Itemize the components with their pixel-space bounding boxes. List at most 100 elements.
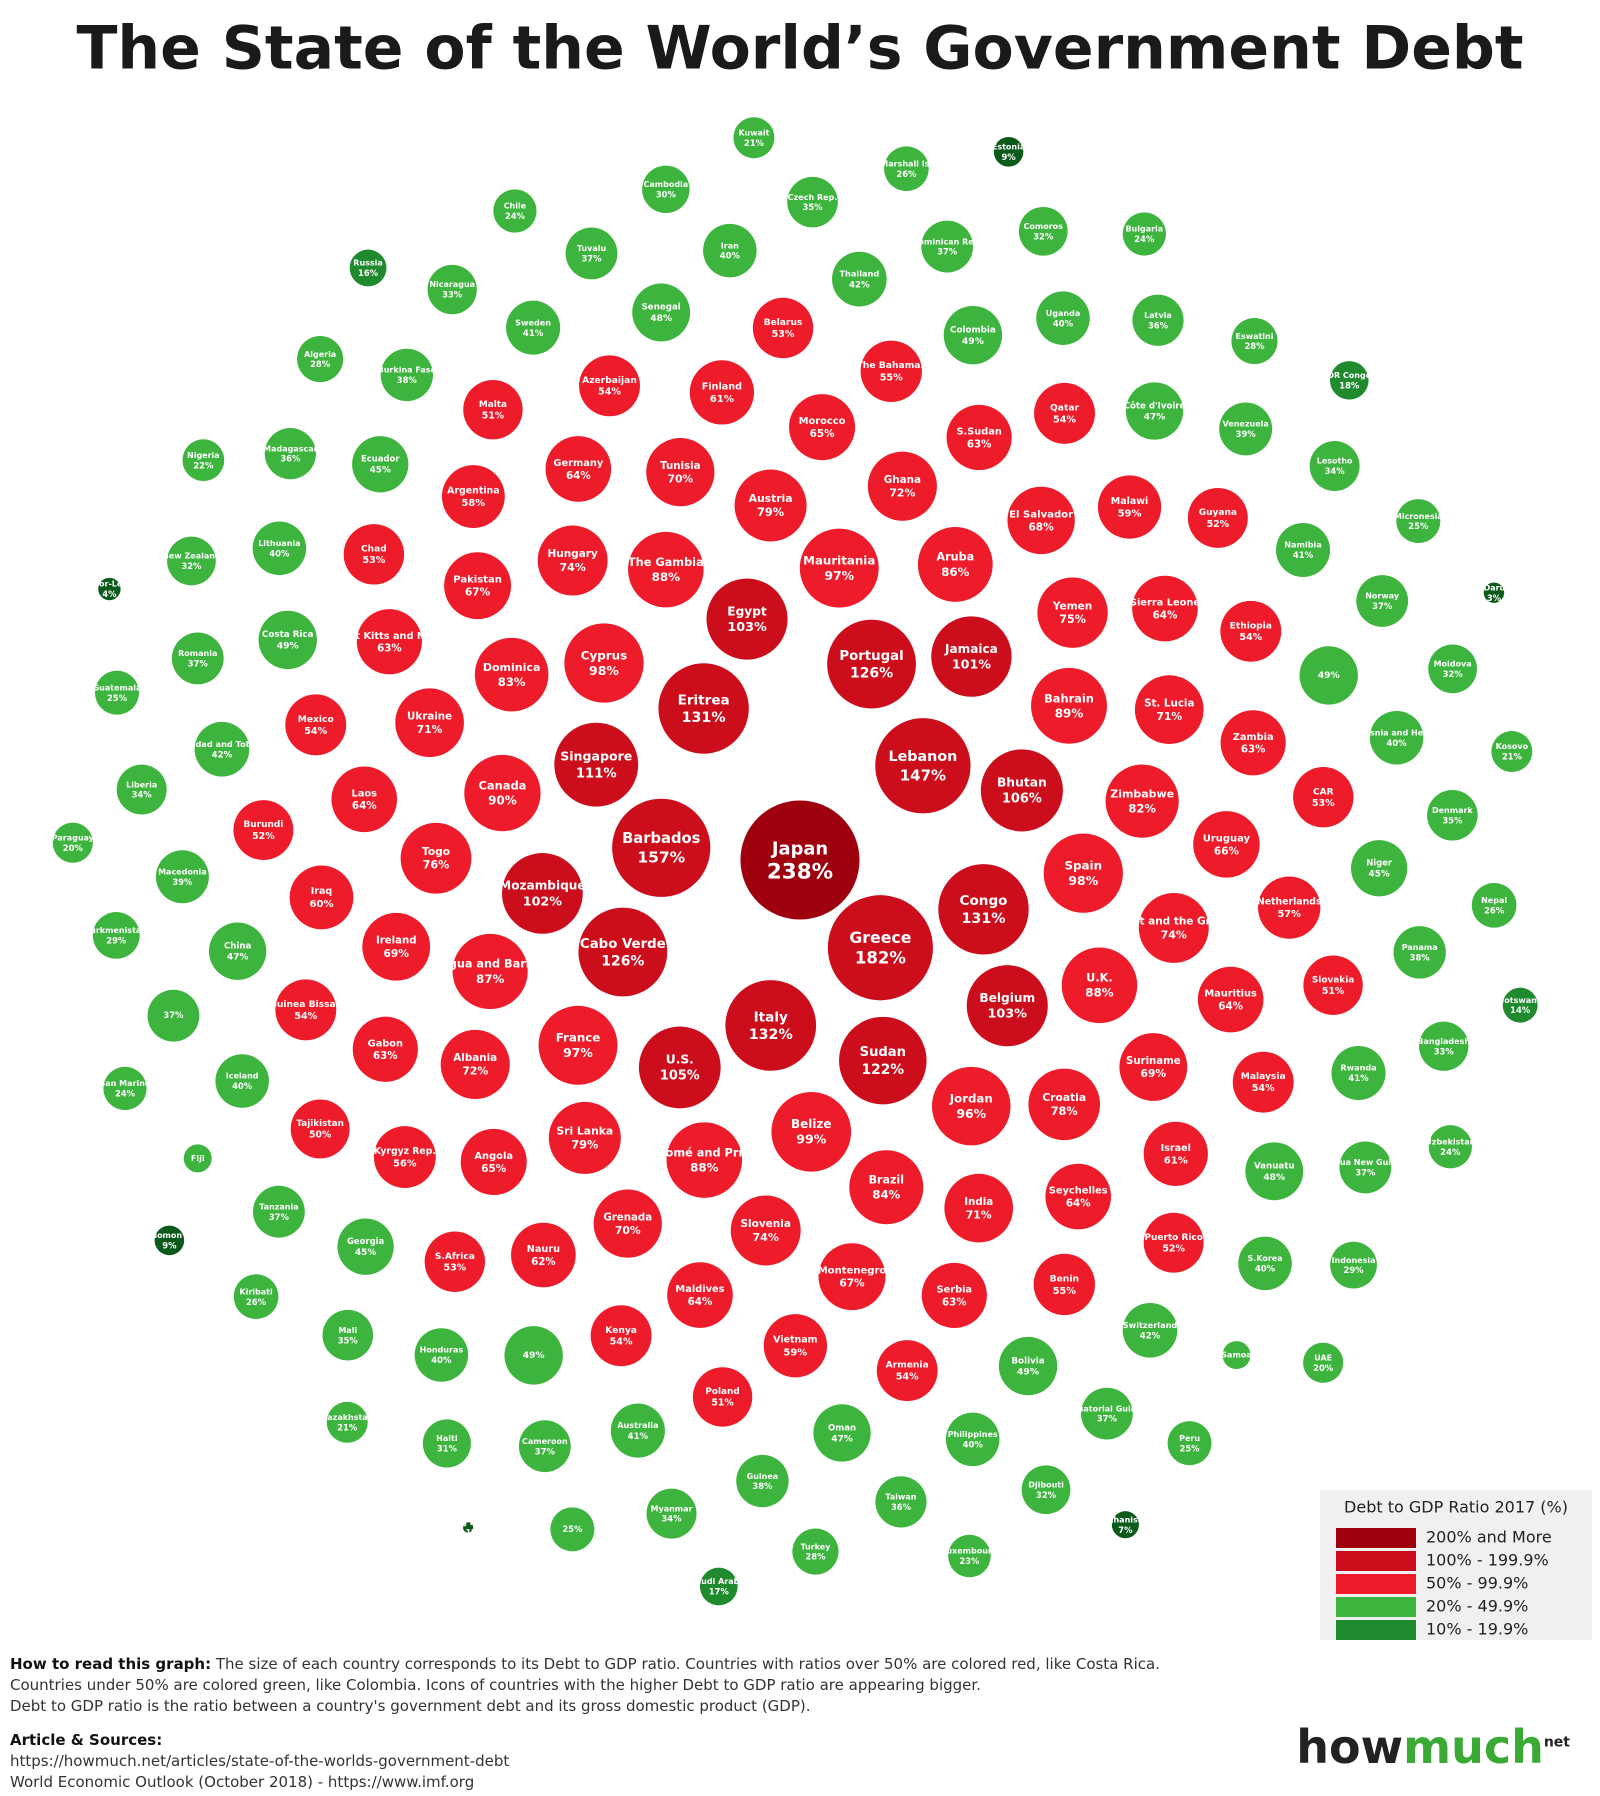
country-name: Bolivia — [1011, 1356, 1044, 1366]
country-bubble — [362, 912, 431, 981]
legend-swatch — [1336, 1551, 1416, 1571]
country-bubble — [565, 227, 618, 280]
country-value: 25% — [1408, 521, 1429, 531]
country-name: Turkmenistan — [86, 926, 148, 935]
country-value: 63% — [373, 1050, 398, 1062]
country-value: 131% — [962, 911, 1006, 927]
brand-suffix: net — [1543, 1734, 1570, 1751]
country-value: 62% — [531, 1257, 555, 1268]
country-value: 79% — [757, 505, 784, 519]
country-value: 40% — [963, 1439, 984, 1449]
country-bubble — [1303, 955, 1363, 1015]
country-bubble — [993, 137, 1024, 167]
country-name: Hungary — [547, 548, 597, 560]
country-name: Timor-Leste — [82, 580, 136, 589]
country-bubble — [331, 766, 398, 833]
country-value: 20% — [1313, 1363, 1334, 1373]
country-name: Guatemala — [93, 683, 142, 692]
country-value: 9% — [1001, 152, 1016, 162]
country-value: 122% — [862, 1062, 905, 1078]
country-name: CAR — [1313, 787, 1334, 797]
legend-swatch — [1336, 1620, 1416, 1640]
country-name: Malta — [479, 400, 507, 410]
country-value: 20% — [63, 843, 84, 853]
country-value: 34% — [1325, 466, 1346, 476]
country-bubble — [52, 822, 93, 863]
country-name: U.K. — [1086, 970, 1113, 984]
country-name: Kiribati — [239, 1287, 273, 1296]
country-bubble — [233, 800, 294, 861]
country-value: 40% — [232, 1081, 253, 1091]
country-value: 0.1% — [456, 1528, 480, 1538]
country-name: Cabo Verde — [580, 937, 666, 952]
country-bubble — [771, 1091, 852, 1172]
country-value: 65% — [810, 428, 835, 440]
country-name: Tunisia — [660, 461, 700, 472]
country-value: 26% — [246, 1297, 267, 1307]
country-value: 35% — [338, 1335, 359, 1345]
country-shape — [1222, 1341, 1251, 1370]
country-bubble — [326, 1401, 368, 1443]
country-bubble — [799, 528, 879, 608]
country-bubble — [1483, 582, 1505, 603]
country-value: 34% — [132, 790, 153, 800]
country-value: 24% — [505, 211, 526, 221]
country-value: 82% — [1128, 801, 1156, 815]
country-name: Ukraine — [407, 711, 452, 723]
country-value: 49% — [277, 641, 299, 652]
country-bubble — [1031, 667, 1107, 744]
country-value: 103% — [727, 620, 767, 635]
country-bubble — [550, 1507, 595, 1552]
country-bubble — [1097, 475, 1162, 539]
country-name: Djibouti — [1028, 1480, 1064, 1489]
country-bubble — [1028, 1068, 1101, 1141]
country-name: Morocco — [799, 416, 846, 427]
country-value: 21% — [744, 138, 765, 148]
country-name: Italy — [754, 1009, 788, 1025]
country-name: Canada — [478, 779, 526, 793]
country-shape — [183, 1144, 212, 1173]
country-bubble — [860, 340, 922, 402]
country-value: 71% — [1156, 710, 1182, 723]
country-bubble — [290, 1099, 350, 1159]
country-name: Puerto Rico — [1144, 1233, 1203, 1243]
country-value: 54% — [1053, 414, 1076, 425]
country-bubble — [699, 1567, 738, 1606]
country-bubble — [590, 1305, 652, 1367]
country-value: 147% — [900, 766, 946, 784]
country-name: Denmark — [1432, 806, 1473, 815]
country-bubble — [945, 1412, 1000, 1467]
country-name: Lebanon — [889, 749, 958, 765]
country-name: Uganda — [1046, 309, 1081, 318]
country-value: 40% — [1255, 1264, 1276, 1274]
country-name: Poland — [705, 1387, 739, 1397]
country-bubble — [1045, 1163, 1112, 1230]
country-name: Sri Lanka — [556, 1124, 613, 1137]
country-value: 50% — [309, 1130, 331, 1141]
country-value: 30% — [656, 189, 677, 199]
country-value: 47% — [1144, 413, 1166, 423]
country-value: 103% — [988, 1007, 1028, 1022]
country-value: 25% — [1180, 1443, 1201, 1453]
country-value: 40% — [269, 548, 290, 558]
country-name: UAE — [1314, 1353, 1332, 1362]
country-bubble — [706, 578, 788, 660]
country-bubble — [998, 1336, 1058, 1396]
country-value: 55% — [880, 373, 903, 384]
country-bubble — [1197, 966, 1264, 1033]
country-bubble — [289, 865, 354, 930]
country-bubble — [876, 1340, 938, 1402]
country-name: Montenegro — [818, 1266, 887, 1277]
country-value: 9% — [162, 1240, 177, 1250]
country-value: 24% — [115, 1089, 136, 1099]
country-name: Sierra Leone — [1130, 598, 1201, 609]
country-name: Botswana — [1498, 996, 1542, 1005]
country-name: Togo — [422, 845, 450, 858]
country-value: 101% — [952, 657, 991, 672]
country-bubble — [147, 989, 200, 1042]
country-bubble — [667, 1262, 733, 1328]
country-name: Liberia — [126, 780, 157, 789]
country-bubble — [352, 1016, 418, 1082]
country-value: 37% — [269, 1212, 290, 1222]
country-value: 52% — [252, 831, 275, 842]
